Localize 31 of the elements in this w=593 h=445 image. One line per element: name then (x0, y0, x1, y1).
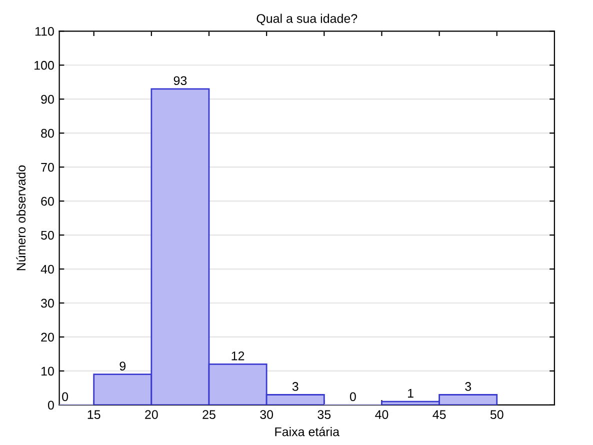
y-tick-label: 110 (35, 26, 54, 36)
y-tick-label: 60 (41, 196, 54, 206)
x-tick-label: 40 (375, 410, 388, 419)
y-tick-label: 80 (41, 128, 54, 138)
x-tick-label: 20 (145, 410, 158, 419)
x-tick-label: 50 (490, 410, 504, 419)
y-tick-label: 90 (41, 94, 54, 104)
y-tick-label: 40 (40, 264, 54, 274)
data-label: 0 (62, 392, 68, 402)
y-axis-title: Número observado (16, 165, 26, 270)
data-label: 0 (350, 392, 356, 402)
chart-title: Qual a sua idade? (256, 14, 358, 26)
x-tick-label: 35 (318, 410, 331, 419)
y-tick-label: 100 (34, 60, 54, 70)
data-label: 12 (232, 351, 244, 360)
y-tick-label: 50 (41, 230, 54, 240)
x-tick-label: 25 (202, 410, 216, 419)
y-tick-label: 20 (41, 332, 54, 342)
data-label: 9 (120, 362, 126, 371)
y-tick-label: 30 (41, 298, 54, 308)
x-tick-label: 15 (88, 410, 100, 419)
data-label: 3 (465, 382, 472, 391)
y-tick-label: 10 (41, 366, 54, 376)
x-axis-title: Faixa etária (275, 426, 340, 436)
y-tick-label: 0 (48, 400, 54, 410)
y-tick-label: 70 (41, 162, 54, 172)
data-label: 3 (292, 382, 298, 391)
data-label: 93 (174, 76, 187, 86)
data-label: 1 (408, 388, 414, 398)
x-tick-label: 45 (432, 410, 446, 419)
x-tick-label: 30 (260, 410, 274, 419)
